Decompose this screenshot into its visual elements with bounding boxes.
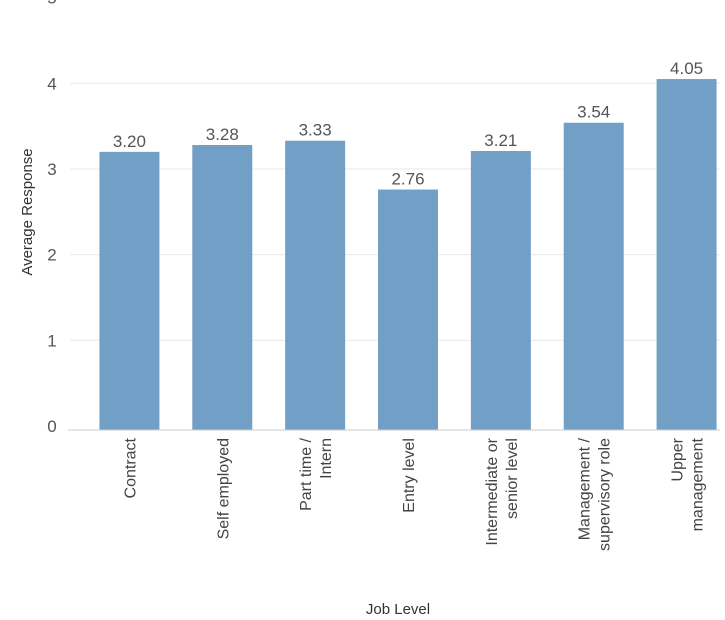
category-label-line: Self employed <box>215 438 232 539</box>
y-axis-ticks: 0 1 2 3 4 5 <box>47 0 56 436</box>
category-label-line: Entry level <box>401 438 418 513</box>
data-label-7: 4.05 <box>670 59 703 78</box>
data-label-5: 3.21 <box>484 131 517 150</box>
category-label-2: Self employed <box>215 438 232 539</box>
y-tick-label-4: 4 <box>47 74 56 93</box>
bar-5 <box>470 151 531 430</box>
category-label-line: Intermediate or <box>484 437 501 545</box>
bars <box>99 79 717 431</box>
category-label-line: Upper <box>670 437 687 481</box>
category-label-4: Entry level <box>401 438 418 513</box>
category-label-line: Part time / <box>298 437 315 510</box>
bar-3 <box>285 140 346 431</box>
category-label-7: Upper management <box>670 437 707 531</box>
data-label-4: 2.76 <box>391 170 424 189</box>
category-label-line: supervisory role <box>597 438 614 551</box>
y-tick-label-3: 3 <box>47 160 56 179</box>
category-label-3: Part time / Intern <box>298 437 335 510</box>
category-label-line: Contract <box>122 437 139 498</box>
category-label-6: Management / supervisory role <box>577 437 614 550</box>
y-tick-label-0: 0 <box>47 417 56 436</box>
bar-6 <box>563 122 624 431</box>
data-label-2: 3.28 <box>206 125 239 144</box>
category-label-line: Management / <box>577 437 594 540</box>
bar-2 <box>192 145 253 430</box>
y-tick-label-5: 5 <box>47 0 56 8</box>
x-axis-categories: Contract Self employed Part time / Intern En… <box>122 437 706 551</box>
y-tick-label-2: 2 <box>47 246 56 265</box>
bar-1 <box>99 151 160 430</box>
category-label-line: senior level <box>504 438 521 519</box>
category-label-5: Intermediate or senior level <box>484 437 521 545</box>
bar-7 <box>656 79 717 431</box>
bar-4 <box>378 189 438 430</box>
category-label-1: Contract <box>122 437 139 498</box>
data-label-6: 3.54 <box>577 103 610 122</box>
x-axis-title: Job Level <box>366 601 430 618</box>
y-axis-title: Average Response <box>19 148 36 275</box>
data-label-1: 3.20 <box>113 132 146 151</box>
y-tick-label-1: 1 <box>47 331 56 350</box>
data-labels: 3.20 3.28 3.33 2.76 3.21 3.54 4.05 <box>113 59 703 189</box>
category-label-line: Intern <box>318 438 335 479</box>
category-label-line: management <box>690 437 707 531</box>
data-label-3: 3.33 <box>299 121 332 140</box>
